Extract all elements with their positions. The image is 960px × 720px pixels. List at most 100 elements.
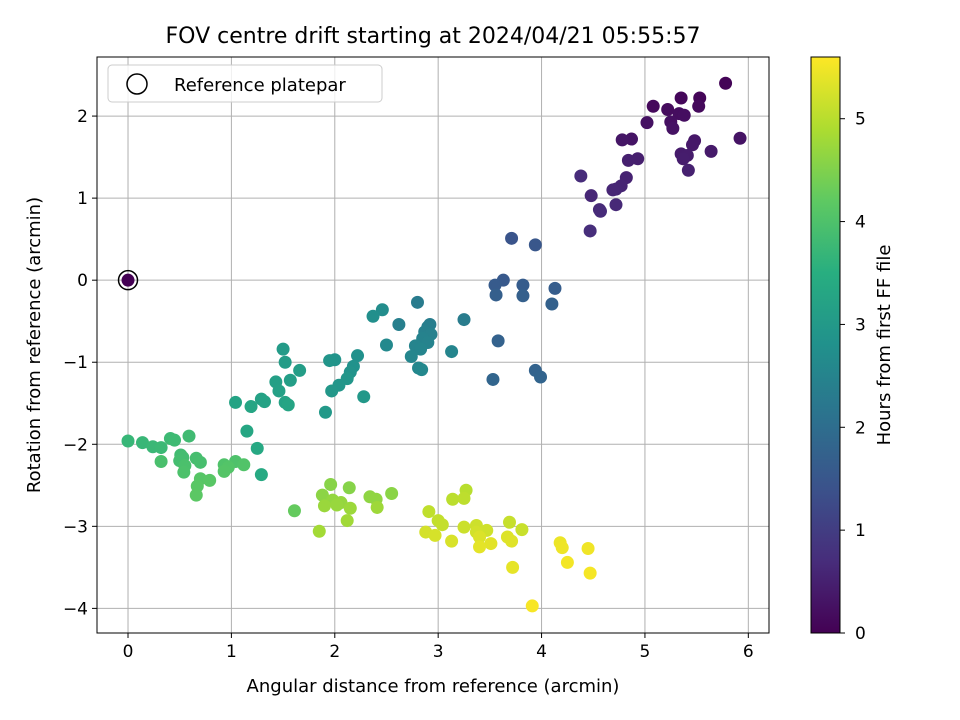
y-tick-label: 1 — [77, 189, 88, 209]
x-tick-label: 6 — [743, 642, 754, 662]
data-point — [283, 373, 297, 387]
data-point — [677, 108, 691, 122]
x-tick-label: 3 — [433, 642, 444, 662]
data-point — [281, 398, 295, 412]
data-point — [505, 534, 519, 548]
data-point — [325, 384, 339, 398]
data-point — [704, 144, 718, 158]
y-tick-label: 2 — [77, 107, 88, 127]
data-point — [661, 103, 675, 117]
data-point — [189, 488, 203, 502]
colorbar-tick-label: 3 — [855, 315, 866, 335]
y-axis-label: Rotation from reference (arcmin) — [24, 197, 45, 493]
data-point — [621, 153, 635, 167]
data-point — [640, 116, 654, 130]
data-point — [674, 91, 688, 105]
data-point — [379, 338, 393, 352]
data-point — [315, 488, 329, 502]
data-point — [593, 204, 607, 218]
data-point — [548, 281, 562, 295]
data-point — [287, 504, 301, 518]
data-point — [676, 152, 690, 166]
data-point — [457, 520, 471, 534]
data-point — [203, 473, 217, 487]
colorbar: 0 1 2 3 4 5 Hours from first FF file — [810, 56, 895, 644]
data-point — [574, 169, 588, 183]
data-point — [583, 224, 597, 238]
data-point — [330, 498, 344, 512]
data-point — [340, 514, 354, 528]
data-point — [516, 278, 530, 292]
data-point — [343, 501, 357, 515]
data-point — [121, 434, 135, 448]
data-point — [414, 342, 428, 356]
data-point — [272, 384, 286, 398]
x-tick-label: 2 — [329, 642, 340, 662]
legend-entry-reference: Reference platepar — [174, 75, 346, 96]
data-point — [317, 499, 331, 513]
data-point — [357, 390, 371, 404]
legend-frame — [107, 64, 383, 103]
data-point — [276, 342, 290, 356]
data-point — [375, 303, 389, 317]
data-point — [237, 458, 251, 472]
chart-title: FOV centre drift starting at 2024/04/21 … — [166, 24, 701, 49]
data-point — [473, 530, 487, 544]
data-point — [182, 429, 196, 443]
data-point — [370, 500, 384, 514]
data-point — [278, 355, 292, 369]
grid-lines — [97, 57, 769, 633]
data-point — [516, 289, 530, 303]
x-tick-label: 0 — [123, 642, 134, 662]
data-point — [404, 349, 418, 363]
data-point — [491, 334, 505, 348]
data-point — [257, 395, 271, 409]
data-point — [506, 560, 520, 574]
colorbar-gradient — [810, 56, 841, 634]
data-point — [583, 566, 597, 580]
data-point — [312, 524, 326, 538]
reference-marker — [117, 269, 139, 291]
data-point — [324, 477, 338, 491]
y-tick-label: −1 — [63, 353, 88, 373]
data-point — [457, 491, 471, 505]
colorbar-ticks: 0 1 2 3 4 5 — [840, 110, 866, 644]
legend: Reference platepar — [107, 64, 383, 103]
data-point — [581, 541, 595, 555]
data-point — [121, 273, 135, 287]
data-point — [193, 455, 207, 469]
data-point — [154, 441, 168, 455]
data-point — [323, 354, 337, 368]
data-point — [293, 363, 307, 377]
data-point — [415, 363, 429, 377]
data-point — [410, 295, 424, 309]
data-point — [428, 528, 442, 542]
data-point — [584, 189, 598, 203]
data-point — [528, 238, 542, 252]
data-point — [473, 540, 487, 554]
x-tick-label: 1 — [226, 642, 237, 662]
data-point — [342, 481, 356, 495]
legend-reference-marker — [126, 73, 148, 95]
y-axis-ticks: −4 −3 −2 −1 0 1 2 — [63, 107, 97, 619]
data-point — [240, 424, 254, 438]
data-point — [615, 133, 629, 147]
colorbar-tick-label: 1 — [855, 521, 866, 541]
y-tick-label: 0 — [77, 271, 88, 291]
colorbar-tick-label: 4 — [855, 213, 866, 233]
data-point — [422, 505, 436, 519]
data-point — [177, 465, 191, 479]
data-point — [560, 555, 574, 569]
data-point — [446, 492, 460, 506]
y-tick-label: −3 — [63, 517, 88, 537]
data-point — [445, 345, 459, 359]
data-point — [515, 523, 529, 537]
data-point — [685, 138, 699, 152]
data-point — [254, 468, 268, 482]
data-point — [392, 317, 406, 331]
x-tick-label: 5 — [640, 642, 651, 662]
data-point — [445, 534, 459, 548]
reference-point-ring — [117, 269, 139, 291]
data-point — [484, 537, 498, 551]
